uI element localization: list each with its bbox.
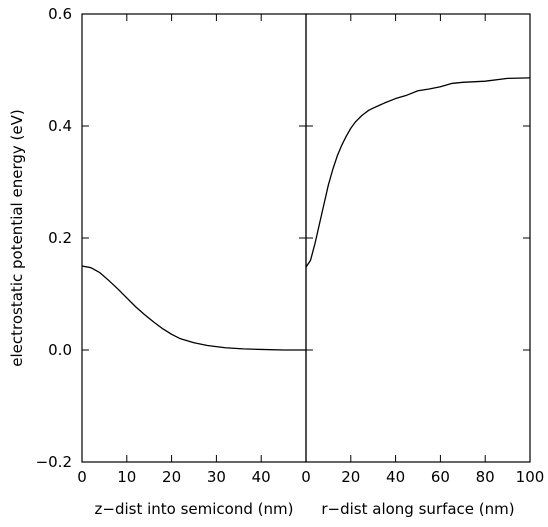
- right-series-line: [305, 77, 531, 268]
- right-ticks: 0 20 40 60 80 100: [301, 13, 545, 486]
- right-x-tick-label: 0: [301, 468, 311, 486]
- left-x-tick-label: 0: [77, 468, 87, 486]
- right-x-tick-label: 60: [431, 468, 450, 486]
- right-panel: 0 20 40 60 80 100 r−dist along surface (nm): [301, 13, 545, 518]
- left-ticks: 0 10 20 30 40 −0.2 0.0 0.2 0.4 0.6: [36, 5, 306, 486]
- left-series-line: [81, 265, 306, 351]
- x-axis-title-right: r−dist along surface (nm): [321, 500, 514, 518]
- left-plot-frame: [81, 13, 307, 463]
- left-x-tick-label: 20: [162, 468, 181, 486]
- left-x-tick-label: 10: [117, 468, 136, 486]
- y-tick-label: 0.0: [48, 341, 72, 359]
- y-tick-label: 0.6: [48, 5, 72, 23]
- right-x-tick-label: 80: [476, 468, 495, 486]
- right-x-tick-label: 100: [516, 468, 545, 486]
- left-series: [81, 265, 306, 351]
- right-x-tick-label: 20: [341, 468, 360, 486]
- y-tick-label: 0.4: [48, 117, 72, 135]
- x-axis-title-left: z−dist into semicond (nm): [95, 500, 294, 518]
- right-x-tick-label: 40: [386, 468, 405, 486]
- right-series: [305, 77, 531, 268]
- y-tick-label: −0.2: [36, 453, 72, 471]
- left-x-tick-label: 40: [252, 468, 271, 486]
- right-plot-frame: [305, 13, 531, 463]
- y-tick-label: 0.2: [48, 229, 72, 247]
- left-x-tick-label: 30: [207, 468, 226, 486]
- left-panel: 0 10 20 30 40 −0.2 0.0 0.2 0.4 0.6 z−dist into se…: [8, 5, 307, 518]
- y-axis-title: electrostatic potential energy (eV): [8, 109, 26, 366]
